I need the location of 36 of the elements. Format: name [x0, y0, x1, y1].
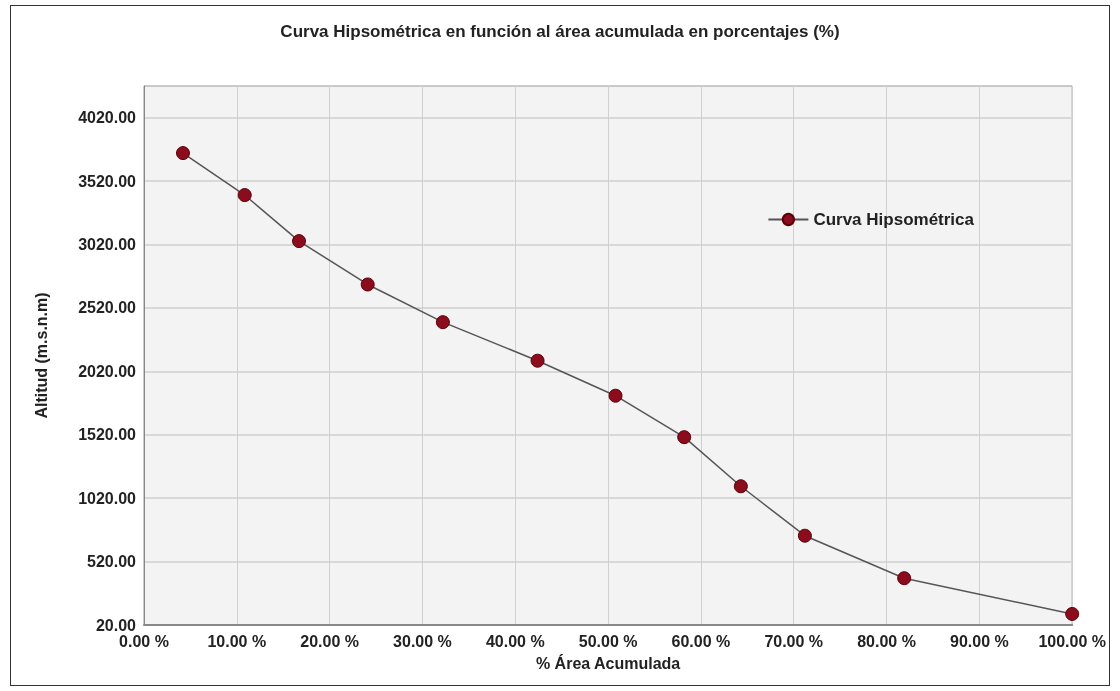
- y-tick-label: 3520.00: [78, 172, 137, 190]
- y-tick-label: 2020.00: [78, 362, 137, 380]
- y-axis-title: Altitud (m.s.n.m): [32, 292, 50, 419]
- x-tick-label: 70.00 %: [764, 632, 824, 650]
- x-tick-label: 60.00 %: [671, 632, 731, 650]
- x-tick-label: 80.00 %: [857, 632, 916, 650]
- y-tick-label: 1520.00: [78, 426, 137, 444]
- point: [530, 353, 545, 368]
- legend-label: Curva Hipsométrica: [813, 210, 975, 229]
- point: [733, 479, 748, 494]
- x-tick-label: 20.00 %: [300, 632, 359, 650]
- x-tick-label: 0.00 %: [119, 632, 169, 650]
- y-tick-label: 2520.00: [78, 299, 137, 317]
- x-tick-label: 10.00 %: [207, 632, 267, 650]
- point: [677, 430, 692, 445]
- point: [237, 188, 252, 203]
- point: [608, 388, 623, 403]
- y-tick-label: 4020.00: [78, 109, 137, 127]
- y-tick-label: 3020.00: [78, 236, 137, 254]
- point: [797, 528, 812, 543]
- x-tick-label: 50.00 %: [578, 632, 638, 650]
- chart-title: Curva Hipsométrica en función al área acumulada en porcentajes (%): [280, 22, 840, 41]
- point: [1065, 606, 1080, 621]
- x-tick-label: 90.00 %: [950, 632, 1009, 650]
- x-tick-label: 100.00 %: [1038, 632, 1106, 650]
- x-tick-label: 40.00 %: [485, 632, 545, 650]
- y-tick-label: 20.00: [95, 616, 137, 634]
- y-tick-label: 520.00: [87, 553, 137, 571]
- point: [435, 315, 450, 330]
- point: [360, 277, 375, 292]
- x-axis-title: % Área Acumulada: [535, 653, 681, 672]
- point: [292, 234, 307, 249]
- point: [176, 146, 190, 161]
- x-tick-label: 30.00 %: [393, 632, 452, 650]
- point: [897, 571, 912, 586]
- y-tick-label: 1020.00: [78, 489, 137, 507]
